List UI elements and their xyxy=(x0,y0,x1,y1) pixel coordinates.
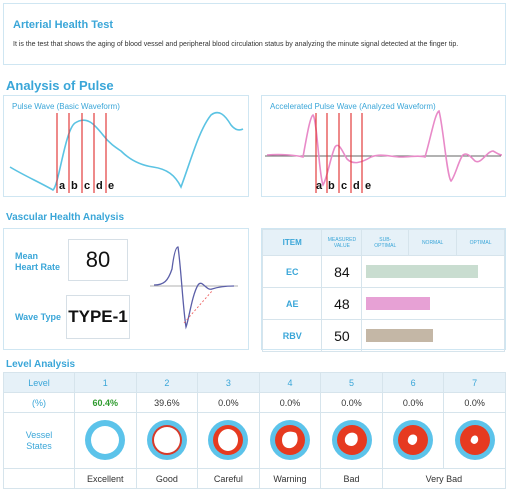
vessel-icon-very-bad-2 xyxy=(454,419,495,460)
row-item-ae: AE xyxy=(261,287,323,320)
vascular-section-title: Vascular Health Analysis xyxy=(6,212,125,223)
basic-waveform-title: Pulse Wave (Basic Waveform) xyxy=(12,102,120,111)
row-item-ec: EC xyxy=(261,255,323,288)
bar-rbv xyxy=(366,329,434,342)
col-normal: NORMAL xyxy=(408,229,458,256)
vessel-icon-good xyxy=(146,419,187,460)
state-warning: Warning xyxy=(258,468,322,489)
row-item-rbv: RBV xyxy=(261,319,323,352)
level-row-label: Level xyxy=(3,372,75,393)
state-bad: Bad xyxy=(320,468,383,489)
percent-cell: 0.0% xyxy=(381,392,445,413)
table-row: AE 48 xyxy=(261,287,505,320)
row-value-ec: 84 xyxy=(321,255,363,288)
percent-cell: 0.0% xyxy=(320,392,383,413)
basic-marker-b: b xyxy=(71,180,78,192)
level-cell: 2 xyxy=(135,372,199,393)
vessel-row-label: Vessel States xyxy=(3,412,75,469)
row-value-ae: 48 xyxy=(321,287,363,320)
header-description: It is the test that shows the aging of b… xyxy=(13,41,459,48)
state-very-bad: Very Bad xyxy=(381,468,507,489)
level-cell: 6 xyxy=(381,372,445,393)
state-good: Good xyxy=(135,468,199,489)
accel-waveform-panel: Accelerated Pulse Wave (Analyzed Wavefor… xyxy=(261,95,506,197)
level-cell: 3 xyxy=(197,372,260,393)
basic-marker-c: c xyxy=(84,180,91,192)
table-row: RBV 50 xyxy=(261,319,505,352)
basic-waveform-panel: Pulse Wave (Basic Waveform) xyxy=(3,95,249,197)
col-optimal: OPTIMAL xyxy=(456,229,505,256)
wave-type-value: TYPE-1 xyxy=(66,295,130,339)
percent-row-label: (%) xyxy=(3,392,75,413)
pulse-section-title: Analysis of Pulse xyxy=(6,78,114,93)
bar-ae xyxy=(366,297,431,310)
vascular-items-table: ITEM MEASURED VALUE SUB- OPTIMAL NORMAL … xyxy=(261,229,505,352)
row-value-rbv: 50 xyxy=(321,319,363,352)
basic-waveform-chart xyxy=(9,111,244,193)
level-cell: 1 xyxy=(74,372,137,393)
level-section-title: Level Analysis xyxy=(6,359,76,370)
basic-marker-d: d xyxy=(96,180,103,192)
state-excellent: Excellent xyxy=(74,468,137,489)
bar-ec xyxy=(366,265,479,278)
heart-rate-value: 80 xyxy=(68,239,128,281)
percent-cell-1: 60.4% xyxy=(74,392,137,413)
state-careful: Careful xyxy=(197,468,260,489)
percent-cell: 0.0% xyxy=(258,392,322,413)
vessel-icon-bad xyxy=(331,419,372,460)
vessel-icon-excellent xyxy=(85,419,126,460)
accel-marker-b: b xyxy=(328,180,335,192)
basic-marker-a: a xyxy=(59,180,66,192)
col-sub-optimal: SUB- OPTIMAL xyxy=(361,229,410,256)
accel-marker-c: c xyxy=(341,180,348,192)
accel-waveform-chart xyxy=(265,109,503,193)
percent-cell: 39.6% xyxy=(135,392,199,413)
basic-marker-e: e xyxy=(108,180,115,192)
header-title: Arterial Health Test xyxy=(13,19,114,31)
col-item: ITEM xyxy=(261,229,323,256)
vessel-icon-warning xyxy=(269,419,310,460)
vascular-right-panel: ITEM MEASURED VALUE SUB- OPTIMAL NORMAL … xyxy=(261,228,506,352)
wave-type-diagram xyxy=(150,246,238,330)
accel-marker-d: d xyxy=(353,180,360,192)
header-panel: Arterial Health Test It is the test that… xyxy=(3,3,506,65)
vessel-icon-very-bad-1 xyxy=(393,419,434,460)
level-cell: 5 xyxy=(320,372,383,393)
wave-type-label: Wave Type xyxy=(15,312,62,322)
accel-marker-a: a xyxy=(316,180,323,192)
vascular-left-panel: Mean Heart Rate 80 Wave Type TYPE-1 xyxy=(3,228,249,350)
col-measured: MEASURED VALUE xyxy=(321,229,363,256)
level-table: Level 1 2 3 4 5 6 7 (%) 60.4% 39.6% 0.0%… xyxy=(3,372,507,489)
percent-cell: 0.0% xyxy=(197,392,260,413)
percent-cell: 0.0% xyxy=(443,392,506,413)
level-cell: 4 xyxy=(258,372,322,393)
vessel-icon-careful xyxy=(208,419,249,460)
table-row: EC 84 xyxy=(261,255,505,288)
accel-waveform-title: Accelerated Pulse Wave (Analyzed Wavefor… xyxy=(270,102,436,111)
heart-rate-label: Mean Heart Rate xyxy=(15,251,61,272)
accel-marker-e: e xyxy=(365,180,372,192)
level-cell: 7 xyxy=(443,372,506,393)
